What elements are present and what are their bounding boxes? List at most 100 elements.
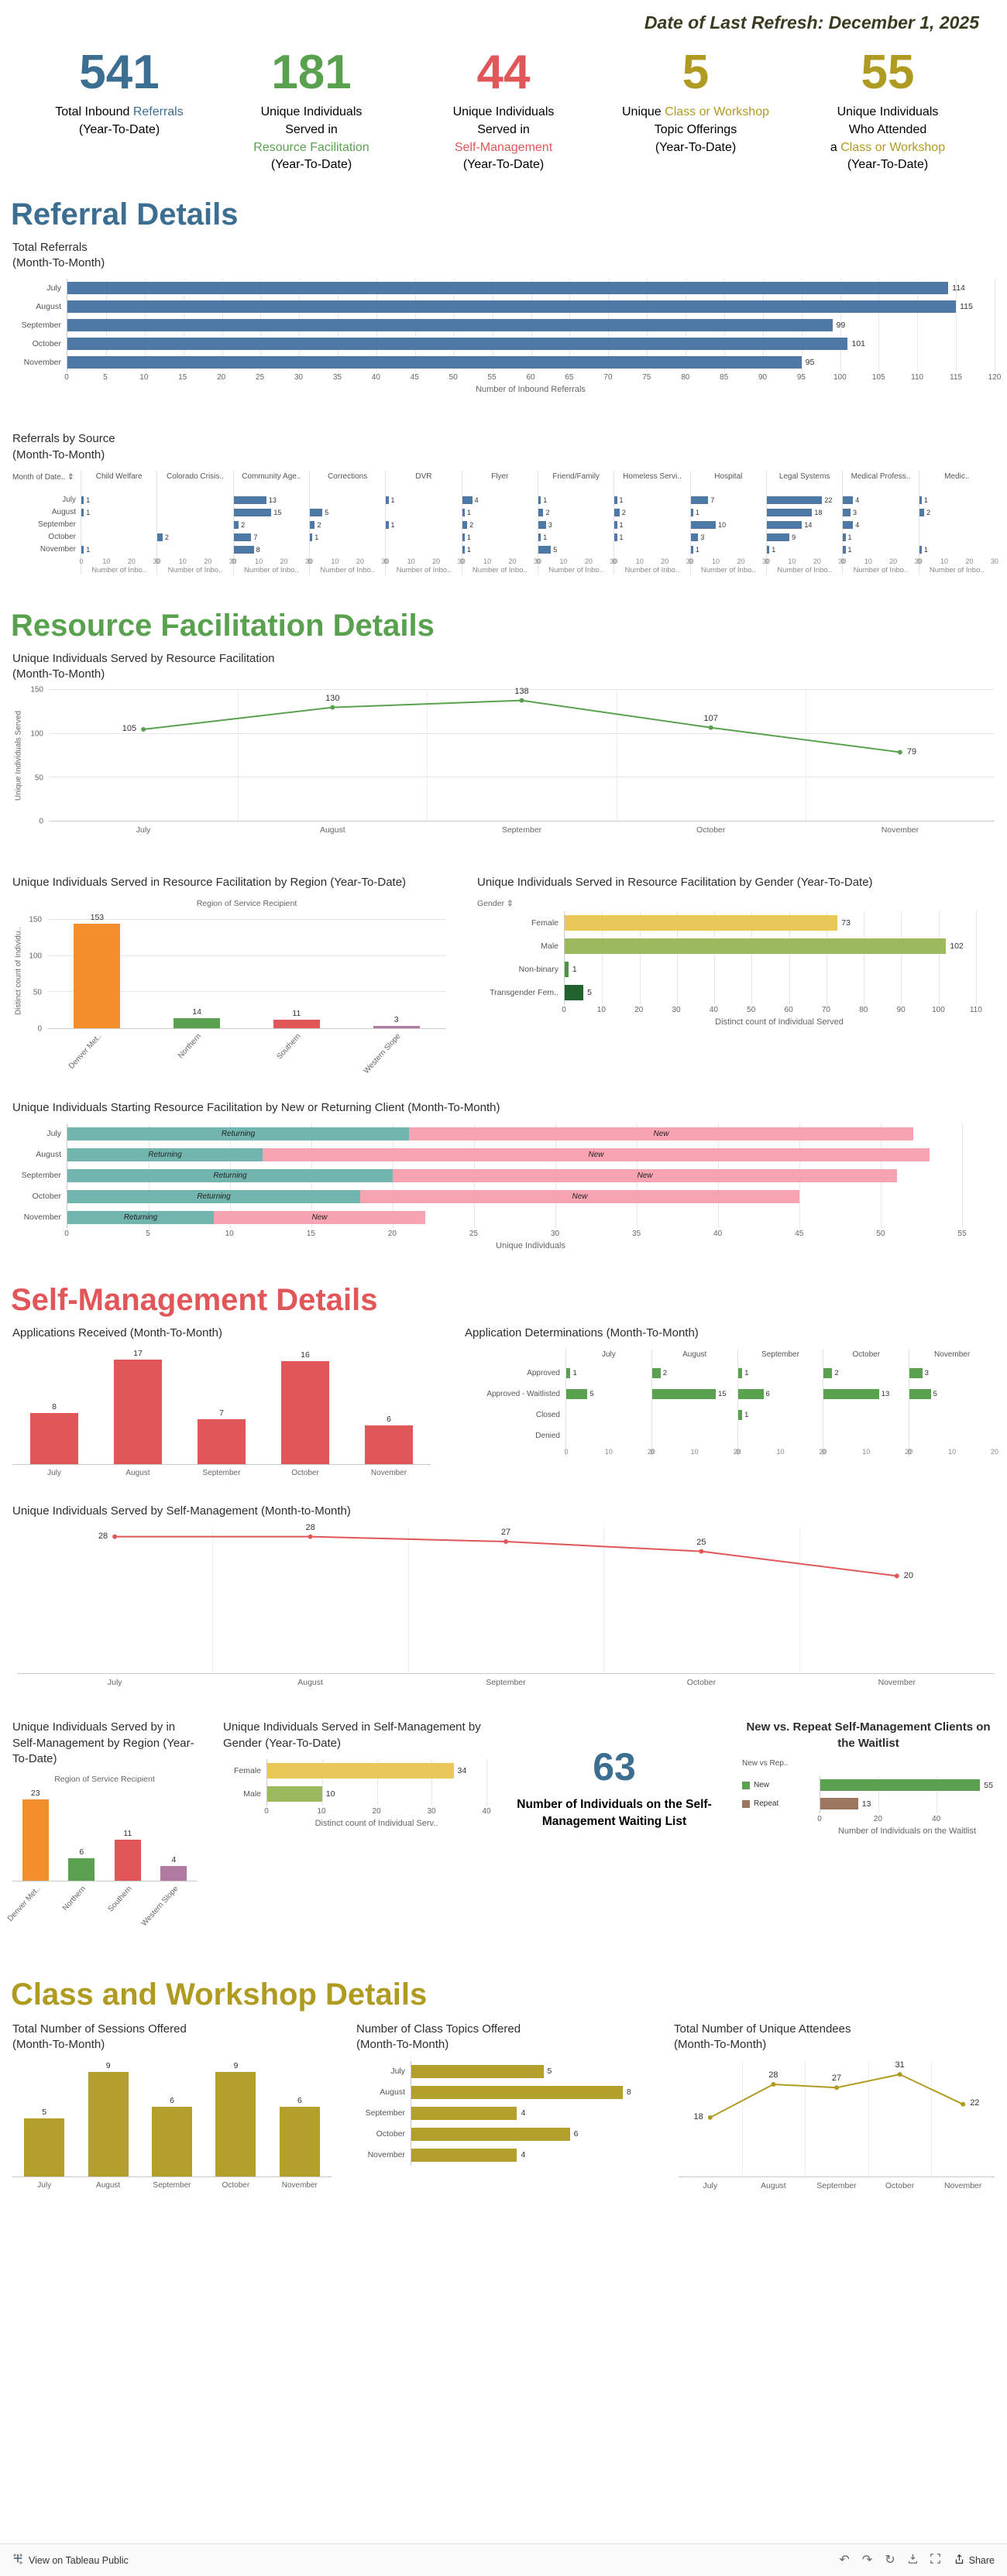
bar[interactable] — [538, 496, 541, 504]
bar[interactable] — [273, 1020, 320, 1028]
data-point[interactable] — [897, 2071, 902, 2077]
rf-region-chart[interactable]: Region of Service Recipient Distinct coun… — [12, 899, 446, 1075]
bar[interactable] — [614, 508, 620, 516]
plot-area[interactable]: 114 115 99 101 95 — [67, 279, 995, 372]
data-point[interactable] — [961, 2101, 966, 2107]
bar-segment-new[interactable] — [214, 1210, 425, 1224]
bar[interactable] — [411, 2106, 517, 2120]
bar[interactable] — [114, 1840, 141, 1881]
plot-area[interactable]: 105 130 138 107 79 — [49, 687, 995, 822]
bar[interactable] — [233, 508, 272, 516]
bar[interactable] — [411, 2085, 623, 2099]
bar[interactable] — [766, 520, 803, 529]
data-point[interactable] — [708, 725, 713, 731]
bar[interactable] — [651, 1368, 661, 1379]
data-point[interactable] — [771, 2081, 776, 2087]
bar[interactable] — [67, 300, 957, 314]
bar[interactable] — [690, 533, 699, 541]
bar[interactable] — [820, 1779, 981, 1792]
plot-area[interactable]: 18 28 27 31 22 — [679, 2060, 995, 2177]
bar[interactable] — [843, 508, 851, 516]
bar[interactable] — [614, 520, 617, 529]
bar[interactable] — [820, 1798, 858, 1810]
sm-determinations-chart[interactable]: Approved Approved - Waitlisted Closed Denie… — [465, 1349, 998, 1458]
bar[interactable] — [690, 520, 717, 529]
bar[interactable] — [566, 1389, 588, 1400]
bar[interactable] — [386, 496, 389, 504]
plot-area[interactable]: 8 17 7 16 6 — [12, 1349, 431, 1466]
redo-button[interactable]: ↷ — [861, 2553, 873, 2567]
bar[interactable] — [565, 961, 569, 977]
plot-area[interactable]: 73 102 1 5 — [564, 911, 995, 1004]
bar-segment-returning[interactable] — [67, 1189, 360, 1203]
fullscreen-button[interactable] — [930, 2554, 940, 2567]
bar[interactable] — [24, 2118, 65, 2176]
reset-button[interactable]: ↻ — [885, 2553, 895, 2567]
bar[interactable] — [766, 533, 790, 541]
bar[interactable] — [373, 1025, 420, 1028]
plot-area[interactable]: 5 9 6 9 6 — [12, 2061, 332, 2177]
bar[interactable] — [909, 1368, 923, 1379]
bar[interactable] — [737, 1368, 743, 1379]
bar[interactable] — [651, 1389, 717, 1400]
cw-sessions-chart[interactable]: 5 9 6 9 6 July August September October November — [12, 2061, 332, 2191]
bar[interactable] — [462, 496, 473, 504]
bar-segment-new[interactable] — [360, 1189, 799, 1203]
bar[interactable] — [462, 508, 465, 516]
bar[interactable] — [411, 2148, 517, 2162]
bar[interactable] — [566, 1368, 571, 1379]
bar[interactable] — [233, 545, 254, 554]
bar-segment-new[interactable] — [263, 1147, 930, 1161]
bar[interactable] — [462, 533, 465, 541]
plot-area[interactable]: 153 14 11 3 — [47, 913, 446, 1029]
plot-area[interactable]: Returning New Returning New Returning New Retu… — [67, 1123, 995, 1228]
bar[interactable] — [690, 545, 693, 554]
bar[interactable] — [614, 533, 617, 541]
bar[interactable] — [411, 2127, 570, 2141]
bar[interactable] — [919, 508, 925, 516]
bar[interactable] — [737, 1389, 764, 1400]
bar-segment-returning[interactable] — [67, 1127, 409, 1141]
bar[interactable] — [386, 520, 389, 529]
waitlist-new-repeat-chart[interactable]: New vs Rep.. New Repeat 55 13 0 20 40 Number of … — [742, 1759, 995, 1836]
bar[interactable] — [737, 1410, 743, 1421]
cw-topics-chart[interactable]: July August September October November 5 8 4 6 4 — [356, 2060, 649, 2166]
sm-region-chart[interactable]: Region of Service Recipient 23 6 11 4 Denver … — [5, 1775, 197, 1928]
data-point[interactable] — [894, 1573, 899, 1579]
bar-segment-returning[interactable] — [67, 1147, 263, 1161]
bar[interactable] — [843, 496, 854, 504]
bar[interactable] — [152, 2106, 193, 2176]
download-button[interactable] — [908, 2554, 918, 2567]
bar[interactable] — [565, 984, 584, 1000]
bar[interactable] — [67, 319, 833, 332]
bar[interactable] — [81, 496, 84, 504]
bar[interactable] — [174, 1017, 221, 1028]
bar[interactable] — [67, 356, 802, 369]
plot-area[interactable]: 23 6 11 4 — [12, 1789, 197, 1882]
bar[interactable] — [279, 2106, 320, 2176]
data-point[interactable] — [519, 698, 524, 704]
rf-served-line-chart[interactable]: Unique Individuals Served 0 50 100 150 105 130… — [12, 686, 995, 835]
bar[interactable] — [281, 1360, 329, 1465]
plot-area[interactable]: 55 13 — [820, 1775, 995, 1813]
bar[interactable] — [233, 520, 239, 529]
bar[interactable] — [74, 923, 121, 1028]
bar[interactable] — [690, 508, 693, 516]
bar[interactable] — [843, 520, 854, 529]
bar[interactable] — [157, 533, 163, 541]
bar[interactable] — [565, 938, 947, 954]
undo-button[interactable]: ↶ — [839, 2553, 850, 2567]
bar[interactable] — [67, 338, 848, 351]
share-button[interactable]: Share — [954, 2554, 995, 2567]
bar[interactable] — [198, 1418, 246, 1465]
plot-area[interactable]: 34 10 — [266, 1758, 487, 1806]
bar[interactable] — [823, 1389, 879, 1400]
bar[interactable] — [114, 1360, 162, 1465]
sm-gender-chart[interactable]: Female Male 34 10 0 10 20 30 40 Distinct count of… — [223, 1758, 491, 1828]
bar[interactable] — [233, 533, 252, 541]
bar[interactable] — [88, 2071, 129, 2176]
bar[interactable] — [538, 533, 541, 541]
data-point[interactable] — [330, 705, 335, 711]
bar[interactable] — [462, 520, 468, 529]
bar[interactable] — [411, 2064, 544, 2078]
